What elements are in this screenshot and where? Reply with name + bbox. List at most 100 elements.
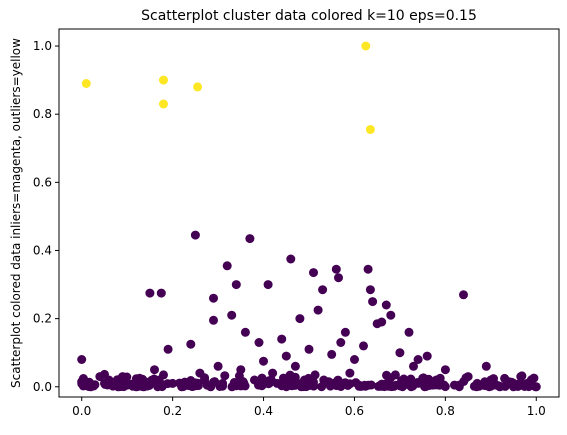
scatter-point [218,378,228,388]
y-axis-ticks: 0.0 0.2 0.4 0.6 0.8 1.0 [33,39,59,394]
scatter-point [159,99,168,109]
scatter-point [209,315,218,325]
scatter-point [159,75,168,85]
scatter-point [354,380,364,390]
scatter-point [431,375,441,385]
scatter-point [236,381,246,391]
y-tick-label: 0.2 [33,312,52,326]
x-tick-label: 0.6 [345,404,364,418]
scatter-point [268,368,278,378]
scatter-point [81,79,91,88]
scatter-point [334,380,344,390]
y-tick-label: 0.8 [33,107,52,121]
scatter-point [213,361,223,371]
scatter-point [522,378,532,388]
scatter-point [406,382,416,392]
scatter-point [406,374,416,384]
scatter-point [331,264,341,274]
scatter-point [481,361,491,371]
scatter-point [163,344,173,354]
x-tick-label: 0.0 [72,404,91,418]
scatter-point [236,365,246,375]
scatter-point [245,234,255,244]
scatter-point [366,380,376,390]
scatter-point [359,341,368,351]
scatter-point [113,382,123,392]
scatter-point [440,382,450,392]
scatter-point [190,381,200,391]
scatter-point [390,370,400,380]
scatter-point [350,355,359,364]
x-tick-label: 0.8 [436,404,455,418]
scatter-point [425,380,435,390]
scatter-point [193,82,203,92]
scatter-point [140,378,150,388]
scatter-point [300,375,309,385]
scatter-point [383,381,393,391]
scatter-point [263,280,273,290]
scatter-point [222,261,232,271]
scatter-point [516,372,526,382]
scatter-point [404,327,414,337]
scatter-point [209,293,218,303]
scatter-point [418,378,428,388]
plot-area [59,29,559,397]
scatter-point [386,310,396,320]
scatter-point [286,254,296,264]
scatter-point [122,380,132,390]
y-tick-label: 0.0 [33,380,52,394]
scatter-point [293,379,303,389]
scatter-point [104,375,114,385]
scatter-point [495,382,505,392]
scatter-point [131,382,141,392]
scatter-point [340,327,350,337]
scatter-point [377,317,387,327]
scatter-point [159,370,168,380]
x-tick-label: 1.0 [527,404,546,418]
scatter-point [190,230,200,240]
scatter-point [306,377,316,387]
scatter-point [365,285,375,295]
scatter-point [209,377,218,387]
scatter-point [220,371,230,381]
scatter-point [336,338,346,347]
scatter-point [259,356,268,366]
scatter-point [531,382,541,392]
scatter-point [409,361,418,371]
scatter-point [422,351,432,361]
y-tick-label: 0.4 [33,243,52,257]
scatter-point [279,373,288,383]
scatter-point [504,377,514,387]
scatter-point [86,382,96,392]
scatter-point [472,378,482,388]
scatter-point [240,327,250,337]
scatter-point [183,381,193,390]
scatter-point [304,344,314,354]
scatter-point [231,280,241,290]
scatter-point [150,365,159,375]
scatter-point [277,334,287,344]
scatter-point [310,370,320,380]
scatter-point [260,377,270,387]
scatter-point [413,355,423,364]
scatter-point [272,378,282,388]
scatter-point [395,348,405,358]
scatter-point [361,41,371,51]
scatter-point [345,368,355,378]
scatter-point [513,380,523,390]
scatter-point [250,375,259,385]
scatter-point [486,375,496,385]
scatter-point [365,125,375,134]
scatter-point [459,290,468,300]
scatter-point [168,378,178,388]
scatter-point [195,368,205,378]
scatter-point [95,372,105,382]
scatter-point [440,365,450,375]
scatter-point [363,264,373,274]
y-axis-label: Scatterplot colored data inliers=magenta… [9,38,23,388]
scatter-point [200,375,209,385]
scatter-point [186,339,196,349]
scatter-point [290,361,300,371]
scatter-point [177,382,187,392]
